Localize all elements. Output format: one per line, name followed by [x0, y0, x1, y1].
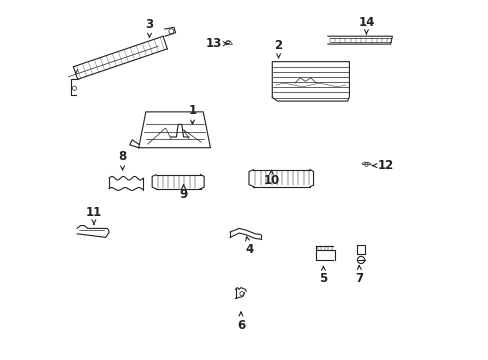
Text: 11: 11	[85, 206, 102, 224]
Text: 14: 14	[358, 16, 374, 34]
Text: 10: 10	[263, 170, 279, 186]
Text: 6: 6	[236, 312, 244, 332]
Text: 2: 2	[274, 39, 282, 58]
Text: 13: 13	[205, 37, 227, 50]
Text: 7: 7	[354, 266, 363, 285]
Text: 1: 1	[188, 104, 196, 124]
Text: 4: 4	[245, 237, 253, 256]
Text: 12: 12	[372, 159, 393, 172]
Text: 8: 8	[118, 150, 126, 170]
Text: 5: 5	[319, 266, 327, 285]
Text: 3: 3	[145, 18, 153, 37]
Text: 9: 9	[179, 185, 187, 201]
